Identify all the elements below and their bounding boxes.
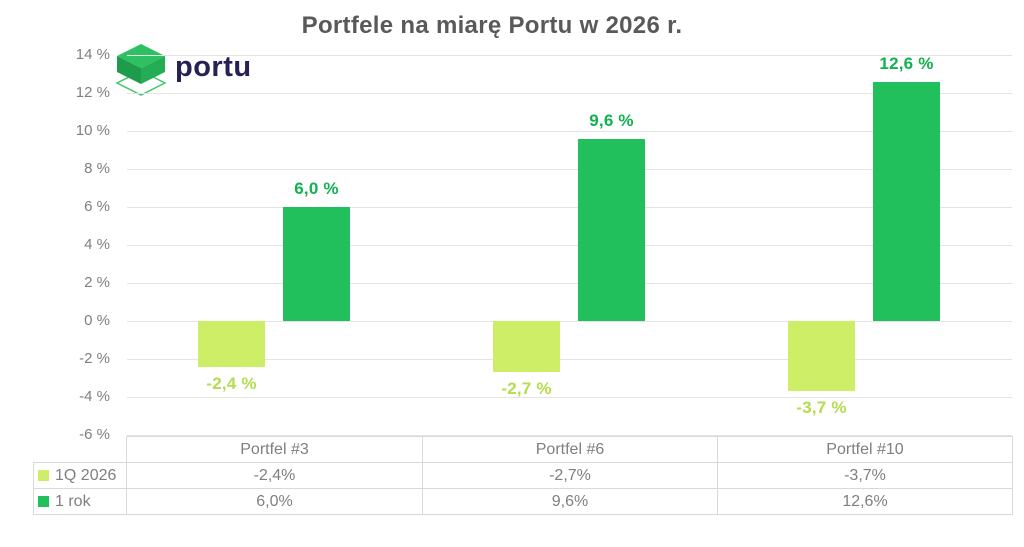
gridline bbox=[127, 169, 1012, 170]
gridline bbox=[127, 245, 1012, 246]
y-axis-tick-label: -4 % bbox=[79, 388, 110, 405]
bar-value-label: 6,0 % bbox=[294, 179, 339, 198]
table-value-cell: 9,6% bbox=[422, 488, 718, 515]
portu-cube-icon bbox=[115, 44, 167, 96]
bar-series2-cat3 bbox=[873, 82, 940, 321]
table-header-cell: Portfel #6 bbox=[422, 436, 718, 463]
legend-cell: 1Q 2026 bbox=[33, 462, 127, 489]
chart-title: Portfele na miarę Portu w 2026 r. bbox=[301, 12, 683, 39]
y-axis-tick-label: -6 % bbox=[79, 426, 110, 443]
legend-swatch bbox=[38, 495, 49, 507]
bar-value-label: 12,6 % bbox=[879, 54, 934, 73]
table-value-cell: -2,7% bbox=[422, 462, 718, 489]
legend-swatch bbox=[38, 469, 49, 481]
bar-value-label: -3,7 % bbox=[796, 398, 847, 417]
bar-series1-cat1 bbox=[198, 321, 265, 367]
gridline bbox=[127, 93, 1012, 94]
gridline bbox=[127, 397, 1012, 398]
bar-value-label: -2,4 % bbox=[206, 374, 257, 393]
gridline bbox=[127, 131, 1012, 132]
portu-logo-text: portu bbox=[175, 50, 252, 83]
portu-logo: portu bbox=[114, 42, 252, 98]
legend-cell: 1 rok bbox=[33, 488, 127, 515]
y-axis-tick-label: 14 % bbox=[75, 46, 110, 63]
table-value-cell: -3,7% bbox=[717, 462, 1013, 489]
y-axis-tick-label: 10 % bbox=[75, 122, 110, 139]
y-axis-tick-label: 8 % bbox=[84, 160, 110, 177]
data-table: Portfel #3 Portfel #6 Portfel #10 1Q 2026 -2… bbox=[33, 436, 1013, 515]
bar-value-label: -2,7 % bbox=[501, 379, 552, 398]
bar-series1-cat3 bbox=[788, 321, 855, 391]
bar-series2-cat2 bbox=[578, 139, 645, 321]
gridline bbox=[127, 55, 1012, 56]
bar-series2-cat1 bbox=[283, 207, 350, 321]
y-axis-tick-label: 2 % bbox=[84, 274, 110, 291]
y-axis-tick-label: 6 % bbox=[84, 198, 110, 215]
gridline bbox=[127, 359, 1012, 360]
y-axis-tick-label: 4 % bbox=[84, 236, 110, 253]
gridline bbox=[127, 321, 1012, 322]
bar-value-label: 9,6 % bbox=[589, 111, 634, 130]
gridline bbox=[127, 283, 1012, 284]
table-header-cell: Portfel #10 bbox=[717, 436, 1013, 463]
legend-label: 1 rok bbox=[55, 492, 91, 510]
legend-label: 1Q 2026 bbox=[55, 466, 117, 484]
y-axis-tick-label: 12 % bbox=[75, 84, 110, 101]
y-axis-tick-label: -2 % bbox=[79, 350, 110, 367]
bar-series1-cat2 bbox=[493, 321, 560, 372]
table-value-cell: 12,6% bbox=[717, 488, 1013, 515]
gridline bbox=[127, 435, 1012, 436]
table-value-cell: 6,0% bbox=[126, 488, 423, 515]
gridline bbox=[127, 207, 1012, 208]
table-corner-cell bbox=[34, 437, 127, 463]
table-header-cell: Portfel #3 bbox=[126, 436, 423, 463]
table-value-cell: -2,4% bbox=[126, 462, 423, 489]
y-axis-tick-label: 0 % bbox=[84, 312, 110, 329]
